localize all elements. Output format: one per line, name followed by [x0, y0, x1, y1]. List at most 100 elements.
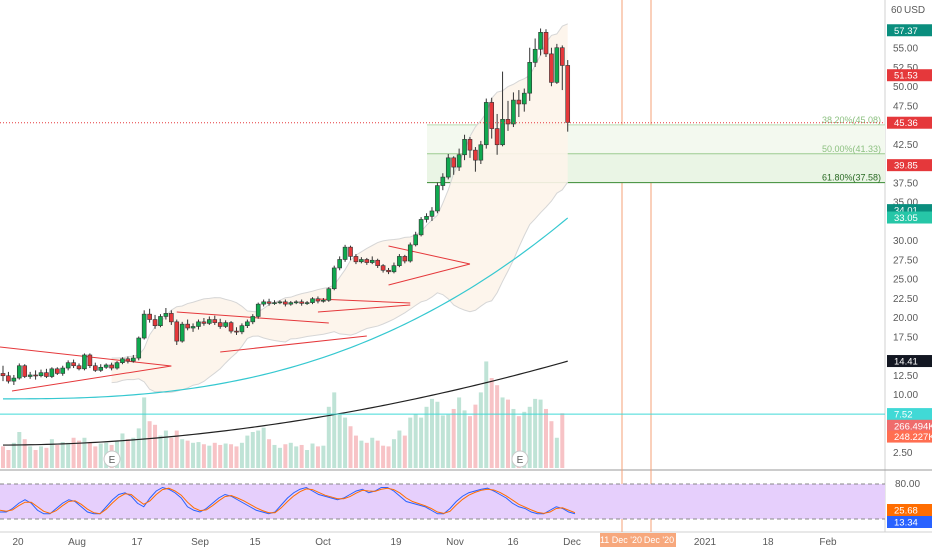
candle-body[interactable] — [418, 219, 424, 236]
candle-body[interactable] — [98, 366, 104, 371]
candle-body[interactable] — [331, 267, 337, 290]
candle-body[interactable] — [27, 374, 33, 377]
candle-body[interactable] — [435, 185, 440, 212]
candle-body[interactable] — [158, 316, 163, 326]
candle-body[interactable] — [120, 358, 125, 363]
candle-body[interactable] — [407, 244, 413, 262]
candle-body[interactable] — [299, 301, 304, 304]
candle-body[interactable] — [429, 210, 435, 217]
candle-body[interactable] — [293, 301, 299, 304]
candle-body[interactable] — [272, 302, 277, 304]
candle-body[interactable] — [179, 323, 185, 342]
candle-body[interactable] — [283, 301, 288, 305]
candle-body[interactable] — [109, 364, 114, 369]
candle-body[interactable] — [125, 358, 131, 362]
candle-body[interactable] — [310, 298, 315, 303]
candle-body[interactable] — [559, 47, 565, 66]
candle-body[interactable] — [527, 62, 533, 94]
candle-body[interactable] — [49, 368, 55, 377]
candle-body[interactable] — [511, 99, 516, 125]
candle-body[interactable] — [38, 372, 44, 377]
candle-body[interactable] — [359, 259, 364, 263]
candle-body[interactable] — [451, 157, 456, 168]
candle-body[interactable] — [554, 47, 560, 83]
candle-body[interactable] — [445, 157, 451, 178]
candle-body[interactable] — [136, 337, 142, 359]
candle-body[interactable] — [483, 102, 489, 146]
candle-body[interactable] — [375, 259, 380, 266]
candle-body[interactable] — [44, 372, 49, 377]
candle-body[interactable] — [207, 319, 212, 324]
candles[interactable] — [0, 28, 571, 385]
candle-body[interactable] — [380, 265, 386, 271]
candle-body[interactable] — [369, 259, 375, 263]
candle-body[interactable] — [424, 216, 429, 220]
candle-body[interactable] — [217, 322, 223, 327]
candle-body[interactable] — [190, 326, 196, 329]
candle-body[interactable] — [521, 92, 527, 105]
candle-body[interactable] — [152, 319, 158, 327]
candle-body[interactable] — [304, 302, 310, 304]
candle-body[interactable] — [6, 375, 11, 382]
candle-body[interactable] — [326, 288, 332, 301]
earnings-marker-2[interactable]: E — [511, 450, 529, 468]
candle-body[interactable] — [364, 259, 370, 263]
price-axis[interactable]: 55.00 52.50 50.00 47.50 42.50 37.50 35.00 30.00… — [887, 24, 932, 529]
candle-body[interactable] — [114, 362, 120, 369]
candle-body[interactable] — [505, 119, 511, 125]
candle-body[interactable] — [131, 357, 136, 362]
candle-body[interactable] — [250, 316, 256, 323]
candle-body[interactable] — [245, 321, 250, 327]
candle-body[interactable] — [467, 139, 473, 151]
candle-body[interactable] — [87, 354, 93, 367]
candle-body[interactable] — [22, 365, 28, 377]
candle-body[interactable] — [103, 364, 109, 368]
candle-body[interactable] — [342, 246, 348, 260]
candle-body[interactable] — [413, 234, 418, 246]
candle-body[interactable] — [538, 32, 543, 50]
candle-body[interactable] — [16, 365, 22, 379]
candle-body[interactable] — [277, 301, 283, 304]
candle-body[interactable] — [196, 321, 201, 327]
candle-body[interactable] — [65, 362, 71, 369]
candle-body[interactable] — [288, 302, 294, 305]
candle-body[interactable] — [169, 313, 174, 323]
candle-body[interactable] — [456, 154, 462, 168]
time-axis[interactable]: 20 Aug 17 Sep 15 Oct 19 Nov 16 Dec 2021 18 Feb — [12, 537, 837, 548]
candle-body[interactable] — [239, 325, 245, 333]
candle-body[interactable] — [174, 321, 180, 342]
candle-body[interactable] — [473, 149, 478, 161]
candle-body[interactable] — [33, 374, 38, 377]
candle-body[interactable] — [212, 319, 218, 323]
candle-body[interactable] — [397, 256, 402, 266]
candle-body[interactable] — [348, 246, 353, 257]
candle-body[interactable] — [543, 32, 549, 55]
candle-body[interactable] — [391, 265, 397, 273]
candle-body[interactable] — [462, 139, 467, 156]
candle-body[interactable] — [516, 99, 522, 105]
candle-body[interactable] — [494, 128, 500, 146]
candle-body[interactable] — [93, 365, 98, 371]
candle-body[interactable] — [321, 299, 326, 302]
candle-body[interactable] — [315, 298, 321, 302]
candle-body[interactable] — [402, 256, 408, 262]
candle-body[interactable] — [565, 65, 571, 123]
candle-body[interactable] — [261, 301, 266, 305]
earnings-marker-1[interactable]: E — [103, 450, 121, 468]
candle-body[interactable] — [478, 144, 484, 161]
candle-body[interactable] — [54, 368, 60, 374]
candle-body[interactable] — [82, 354, 87, 370]
candle-body[interactable] — [500, 119, 505, 146]
candle-body[interactable] — [228, 322, 234, 332]
candle-body[interactable] — [201, 321, 207, 324]
candle-body[interactable] — [60, 367, 66, 374]
candle-body[interactable] — [76, 365, 82, 370]
candle-body[interactable] — [532, 48, 538, 63]
candle-body[interactable] — [440, 176, 446, 186]
candle-body[interactable] — [353, 256, 359, 263]
candle-body[interactable] — [71, 362, 76, 367]
candle-body[interactable] — [141, 313, 147, 339]
candle-body[interactable] — [386, 269, 391, 273]
candle-body[interactable] — [266, 301, 272, 304]
